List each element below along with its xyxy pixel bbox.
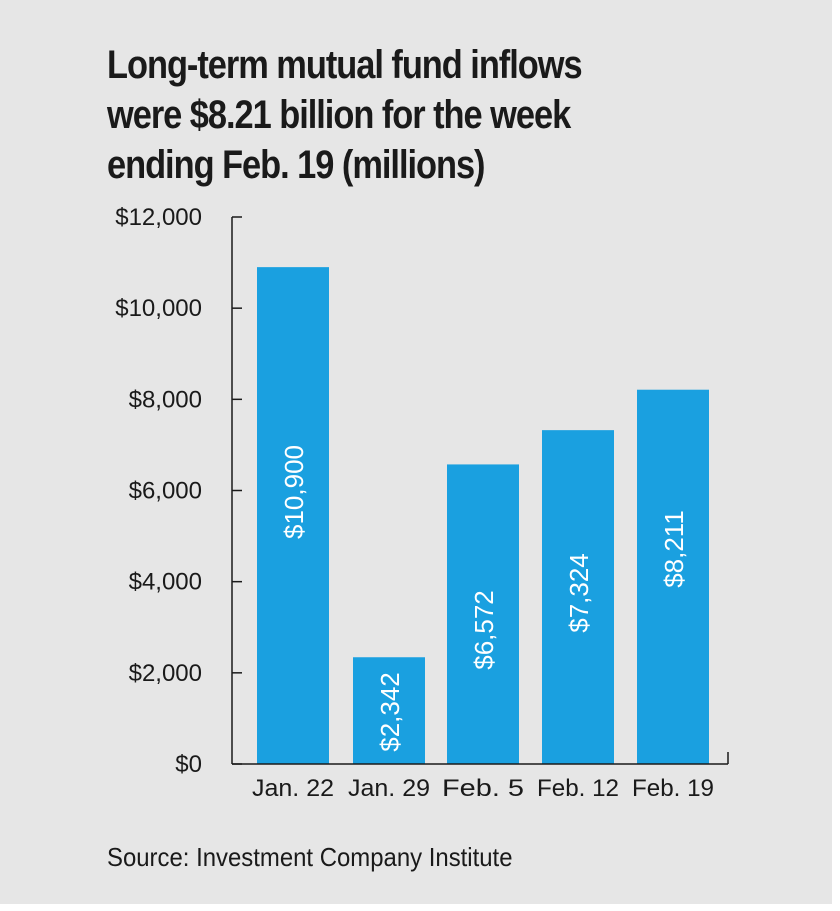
- source-note: Source: Investment Company Institute: [107, 842, 513, 872]
- bar-1: [353, 657, 425, 764]
- x-tick-label-3: Feb. 12: [537, 775, 619, 802]
- bar-4: [637, 389, 709, 764]
- bar-value-label-0: $10,900: [279, 445, 309, 539]
- title-line-3: ending Feb. 19 (millions): [107, 143, 486, 187]
- y-tick-label-3: $6,000: [129, 478, 202, 505]
- bar-value-label-1: $2,342: [375, 672, 405, 752]
- bar-value-label-2: $6,572: [469, 590, 499, 670]
- bar-0: [257, 267, 329, 764]
- chart-title: Long-term mutual fund inflows were $8.21…: [107, 40, 709, 190]
- x-tick-label-4: Feb. 19: [632, 775, 714, 802]
- x-tick-label-2: Feb. 5: [442, 775, 524, 802]
- x-tick-label-0: Jan. 22: [252, 775, 334, 802]
- y-tick-label-0: $0: [175, 751, 202, 778]
- x-tick-label-1: Jan. 29: [348, 775, 430, 802]
- y-tick-label-2: $4,000: [129, 569, 202, 596]
- bar-value-label-4: $8,211: [659, 510, 689, 588]
- y-tick-label-5: $10,000: [115, 295, 202, 322]
- title-line-1: Long-term mutual fund inflows: [107, 43, 583, 87]
- bar-2: [447, 464, 519, 764]
- bar-3: [542, 430, 614, 764]
- bar-value-label-3: $7,324: [564, 553, 594, 633]
- y-tick-label-6: $12,000: [115, 204, 202, 231]
- title-line-2: were $8.21 billion for the week: [107, 93, 571, 137]
- y-tick-label-1: $2,000: [129, 660, 202, 687]
- y-tick-label-4: $8,000: [129, 386, 202, 413]
